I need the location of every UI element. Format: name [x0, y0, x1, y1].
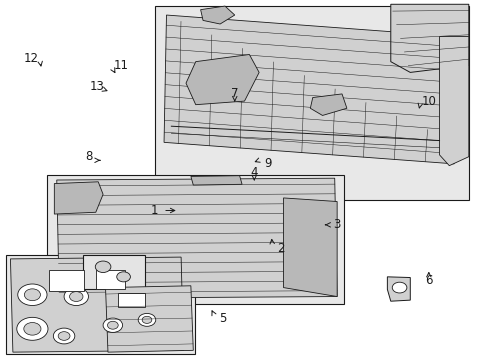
Text: 4: 4: [250, 166, 258, 179]
Text: 6: 6: [424, 274, 432, 287]
Text: 5: 5: [219, 311, 226, 325]
Polygon shape: [82, 255, 144, 289]
Polygon shape: [386, 277, 409, 301]
Polygon shape: [47, 175, 344, 305]
Bar: [118, 293, 144, 307]
Polygon shape: [390, 4, 468, 72]
Text: 2: 2: [277, 242, 284, 255]
Polygon shape: [439, 37, 468, 166]
Polygon shape: [105, 286, 193, 352]
Circle shape: [24, 289, 41, 301]
Circle shape: [103, 318, 122, 332]
Text: 3: 3: [333, 218, 340, 231]
Text: 10: 10: [421, 95, 435, 108]
Circle shape: [64, 288, 88, 306]
Circle shape: [69, 292, 83, 301]
Circle shape: [24, 323, 41, 335]
Polygon shape: [200, 6, 234, 24]
Polygon shape: [163, 15, 456, 164]
Text: 8: 8: [84, 150, 92, 163]
Text: 1: 1: [150, 204, 158, 217]
Circle shape: [58, 332, 70, 340]
Bar: [96, 270, 125, 289]
Polygon shape: [185, 54, 259, 105]
Circle shape: [18, 284, 47, 306]
Text: 13: 13: [90, 80, 104, 93]
Circle shape: [107, 321, 118, 329]
Bar: [49, 270, 83, 291]
Circle shape: [142, 316, 151, 323]
Circle shape: [17, 318, 48, 340]
Circle shape: [95, 261, 111, 273]
Polygon shape: [283, 198, 336, 297]
Polygon shape: [10, 257, 183, 352]
Text: 12: 12: [24, 51, 39, 64]
Circle shape: [138, 314, 156, 326]
Text: 11: 11: [114, 59, 129, 72]
Text: 9: 9: [264, 157, 271, 170]
Polygon shape: [190, 176, 242, 185]
Polygon shape: [310, 94, 346, 116]
Circle shape: [53, 328, 75, 344]
Circle shape: [391, 282, 406, 293]
Polygon shape: [54, 182, 103, 214]
Circle shape: [117, 272, 130, 282]
Polygon shape: [5, 255, 195, 354]
Polygon shape: [57, 178, 336, 298]
Polygon shape: [155, 6, 468, 200]
Text: 7: 7: [230, 87, 238, 100]
